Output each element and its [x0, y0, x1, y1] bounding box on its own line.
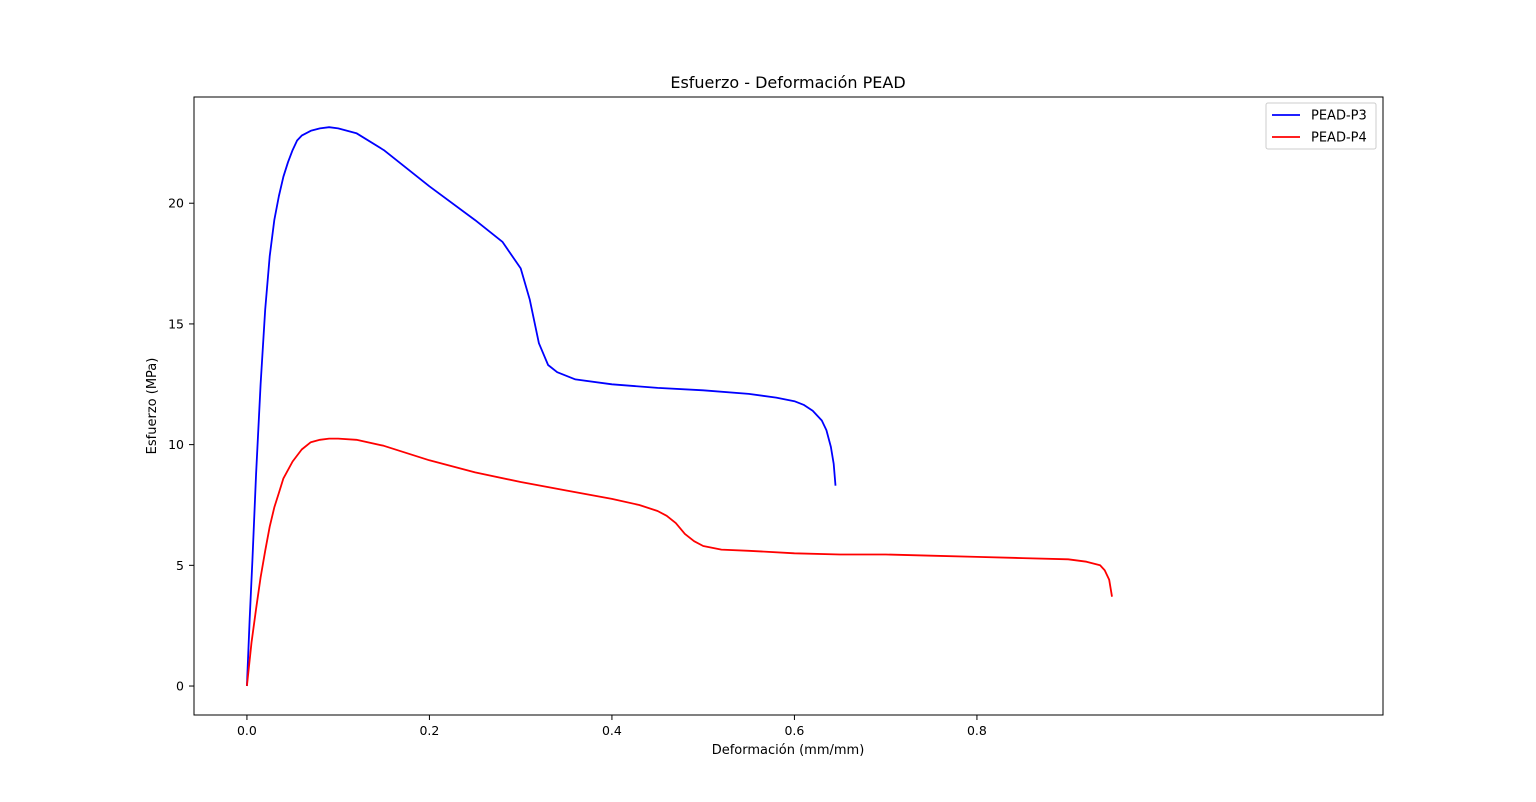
- series-line-pead-p4: [246, 437, 1113, 687]
- legend-label-pead-p3: PEAD-P3: [1311, 109, 1367, 124]
- x-tick-label: 0.0: [237, 723, 257, 738]
- y-tick-label: 0: [176, 679, 184, 694]
- chart-title: Esfuerzo - Deformación PEAD: [670, 73, 905, 92]
- y-tick-label: 15: [168, 316, 184, 331]
- legend-label-pead-p4: PEAD-P4: [1311, 131, 1367, 146]
- x-axis-ticks: 0.0 0.2 0.4 0.6 0.8: [237, 715, 987, 738]
- y-tick-label: 5: [176, 558, 184, 573]
- y-tick-label: 10: [168, 437, 184, 452]
- y-tick-label: 20: [168, 196, 184, 211]
- x-tick-label: 0.8: [967, 723, 987, 738]
- x-tick-label: 0.6: [784, 723, 804, 738]
- plot-frame: [193, 96, 1384, 716]
- y-axis-ticks: 0 5 10 15 20: [168, 196, 194, 694]
- x-axis-label: Deformación (mm/mm): [712, 743, 865, 758]
- x-tick-label: 0.2: [419, 723, 439, 738]
- series-layer: [246, 126, 1113, 687]
- legend: PEAD-P3 PEAD-P4: [1265, 102, 1377, 150]
- x-tick-label: 0.4: [602, 723, 622, 738]
- y-axis-label: Esfuerzo (MPa): [145, 358, 160, 455]
- series-line-pead-p3: [246, 126, 837, 687]
